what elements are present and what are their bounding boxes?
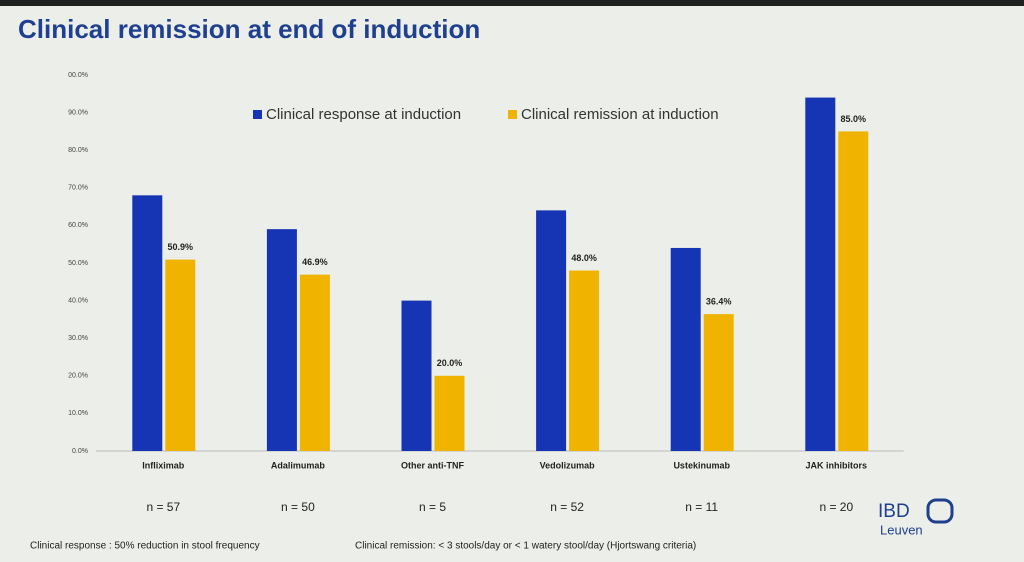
bar [266, 229, 297, 451]
bar [434, 375, 465, 451]
bar [132, 195, 163, 451]
y-tick-label: 80.0% [68, 147, 88, 154]
y-tick-label: 30.0% [68, 335, 88, 342]
legend-swatch [253, 110, 262, 119]
bar [670, 247, 701, 451]
value-label: 50.9% [168, 242, 194, 252]
logo-subtitle: Leuven [880, 522, 923, 537]
y-tick-label: 70.0% [68, 185, 88, 192]
x-tick-label: Infliximab [142, 460, 185, 470]
bar [569, 270, 600, 451]
bar [401, 300, 432, 451]
y-tick-label: 90.0% [68, 109, 88, 116]
value-label: 85.0% [841, 114, 867, 124]
x-tick-label: Vedolizumab [540, 460, 596, 470]
value-label: 48.0% [571, 253, 597, 263]
sample-size: n = 11 [685, 500, 718, 514]
legend-label: Clinical remission at induction [521, 106, 719, 123]
value-label: 36.4% [706, 297, 732, 307]
bar [805, 97, 836, 451]
bar [165, 259, 196, 451]
bar [299, 274, 330, 451]
y-tick-label: 60.0% [68, 222, 88, 229]
sample-size: n = 57 [146, 500, 180, 514]
x-tick-label: JAK inhibitors [806, 460, 868, 470]
legend-swatch [508, 110, 517, 119]
legend-label: Clinical response at induction [266, 106, 461, 123]
x-tick-label: Other anti-TNF [401, 460, 464, 470]
y-tick-label: 20.0% [68, 373, 88, 380]
sample-size: n = 50 [281, 500, 315, 514]
y-tick-label: 50.0% [68, 260, 88, 267]
value-label: 46.9% [302, 257, 328, 267]
x-tick-label: Ustekinumab [673, 460, 730, 470]
bar [536, 210, 567, 451]
slide-title: Clinical remission at end of induction [18, 14, 480, 44]
sample-size: n = 52 [550, 500, 584, 514]
sample-size: n = 20 [819, 500, 853, 514]
y-tick-label: 00.0% [68, 72, 88, 79]
y-tick-label: 10.0% [68, 410, 88, 417]
footnote: Clinical response : 50% reduction in sto… [30, 541, 260, 552]
x-tick-label: Adalimumab [271, 460, 326, 470]
y-tick-label: 40.0% [68, 297, 88, 304]
bar [703, 314, 734, 451]
y-tick-label: 0.0% [72, 448, 88, 455]
value-label: 20.0% [437, 358, 463, 368]
footnote: Clinical remission: < 3 stools/day or < … [355, 541, 696, 552]
sample-size: n = 5 [419, 500, 446, 514]
logo-icon [926, 498, 954, 524]
bar [838, 131, 869, 451]
logo-name: IBD [878, 501, 910, 522]
